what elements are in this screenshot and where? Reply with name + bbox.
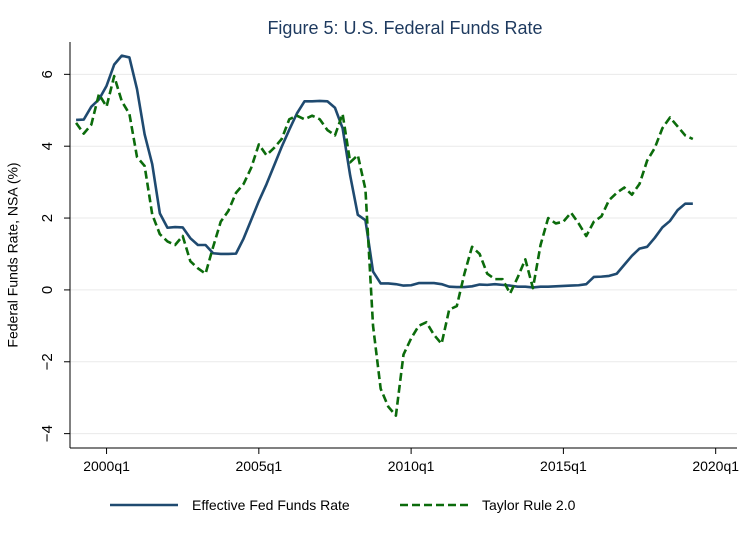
x-tick-label: 2005q1	[235, 458, 282, 474]
y-tick-label: 2	[39, 214, 56, 222]
y-axis-title: Federal Funds Rate, NSA (%)	[5, 162, 21, 347]
series-line-taylor-rule-2	[75, 74, 694, 417]
axes: −4 −2 0 2 4 6 2000q1 2005q1 2010q1 2015q1 2020q1	[39, 42, 739, 474]
x-tick-label: 2000q1	[83, 458, 130, 474]
y-tick-label: 6	[39, 70, 56, 78]
x-tick-label: 2020q1	[692, 458, 739, 474]
y-tick-label: 4	[39, 142, 56, 150]
legend-label: Effective Fed Funds Rate	[192, 497, 350, 513]
y-tick-label: 0	[39, 286, 56, 294]
y-tick-label: −2	[39, 353, 56, 370]
y-tick-label: −4	[39, 425, 56, 442]
x-tick-label: 2015q1	[540, 458, 587, 474]
series-line-effective-fed-funds-rate	[76, 54, 693, 289]
chart-title: Figure 5: U.S. Federal Funds Rate	[267, 18, 542, 38]
x-tick-label: 2010q1	[388, 458, 435, 474]
legend: Effective Fed Funds Rate Taylor Rule 2.0	[110, 497, 576, 513]
series-lines	[75, 54, 694, 417]
legend-label: Taylor Rule 2.0	[482, 497, 576, 513]
